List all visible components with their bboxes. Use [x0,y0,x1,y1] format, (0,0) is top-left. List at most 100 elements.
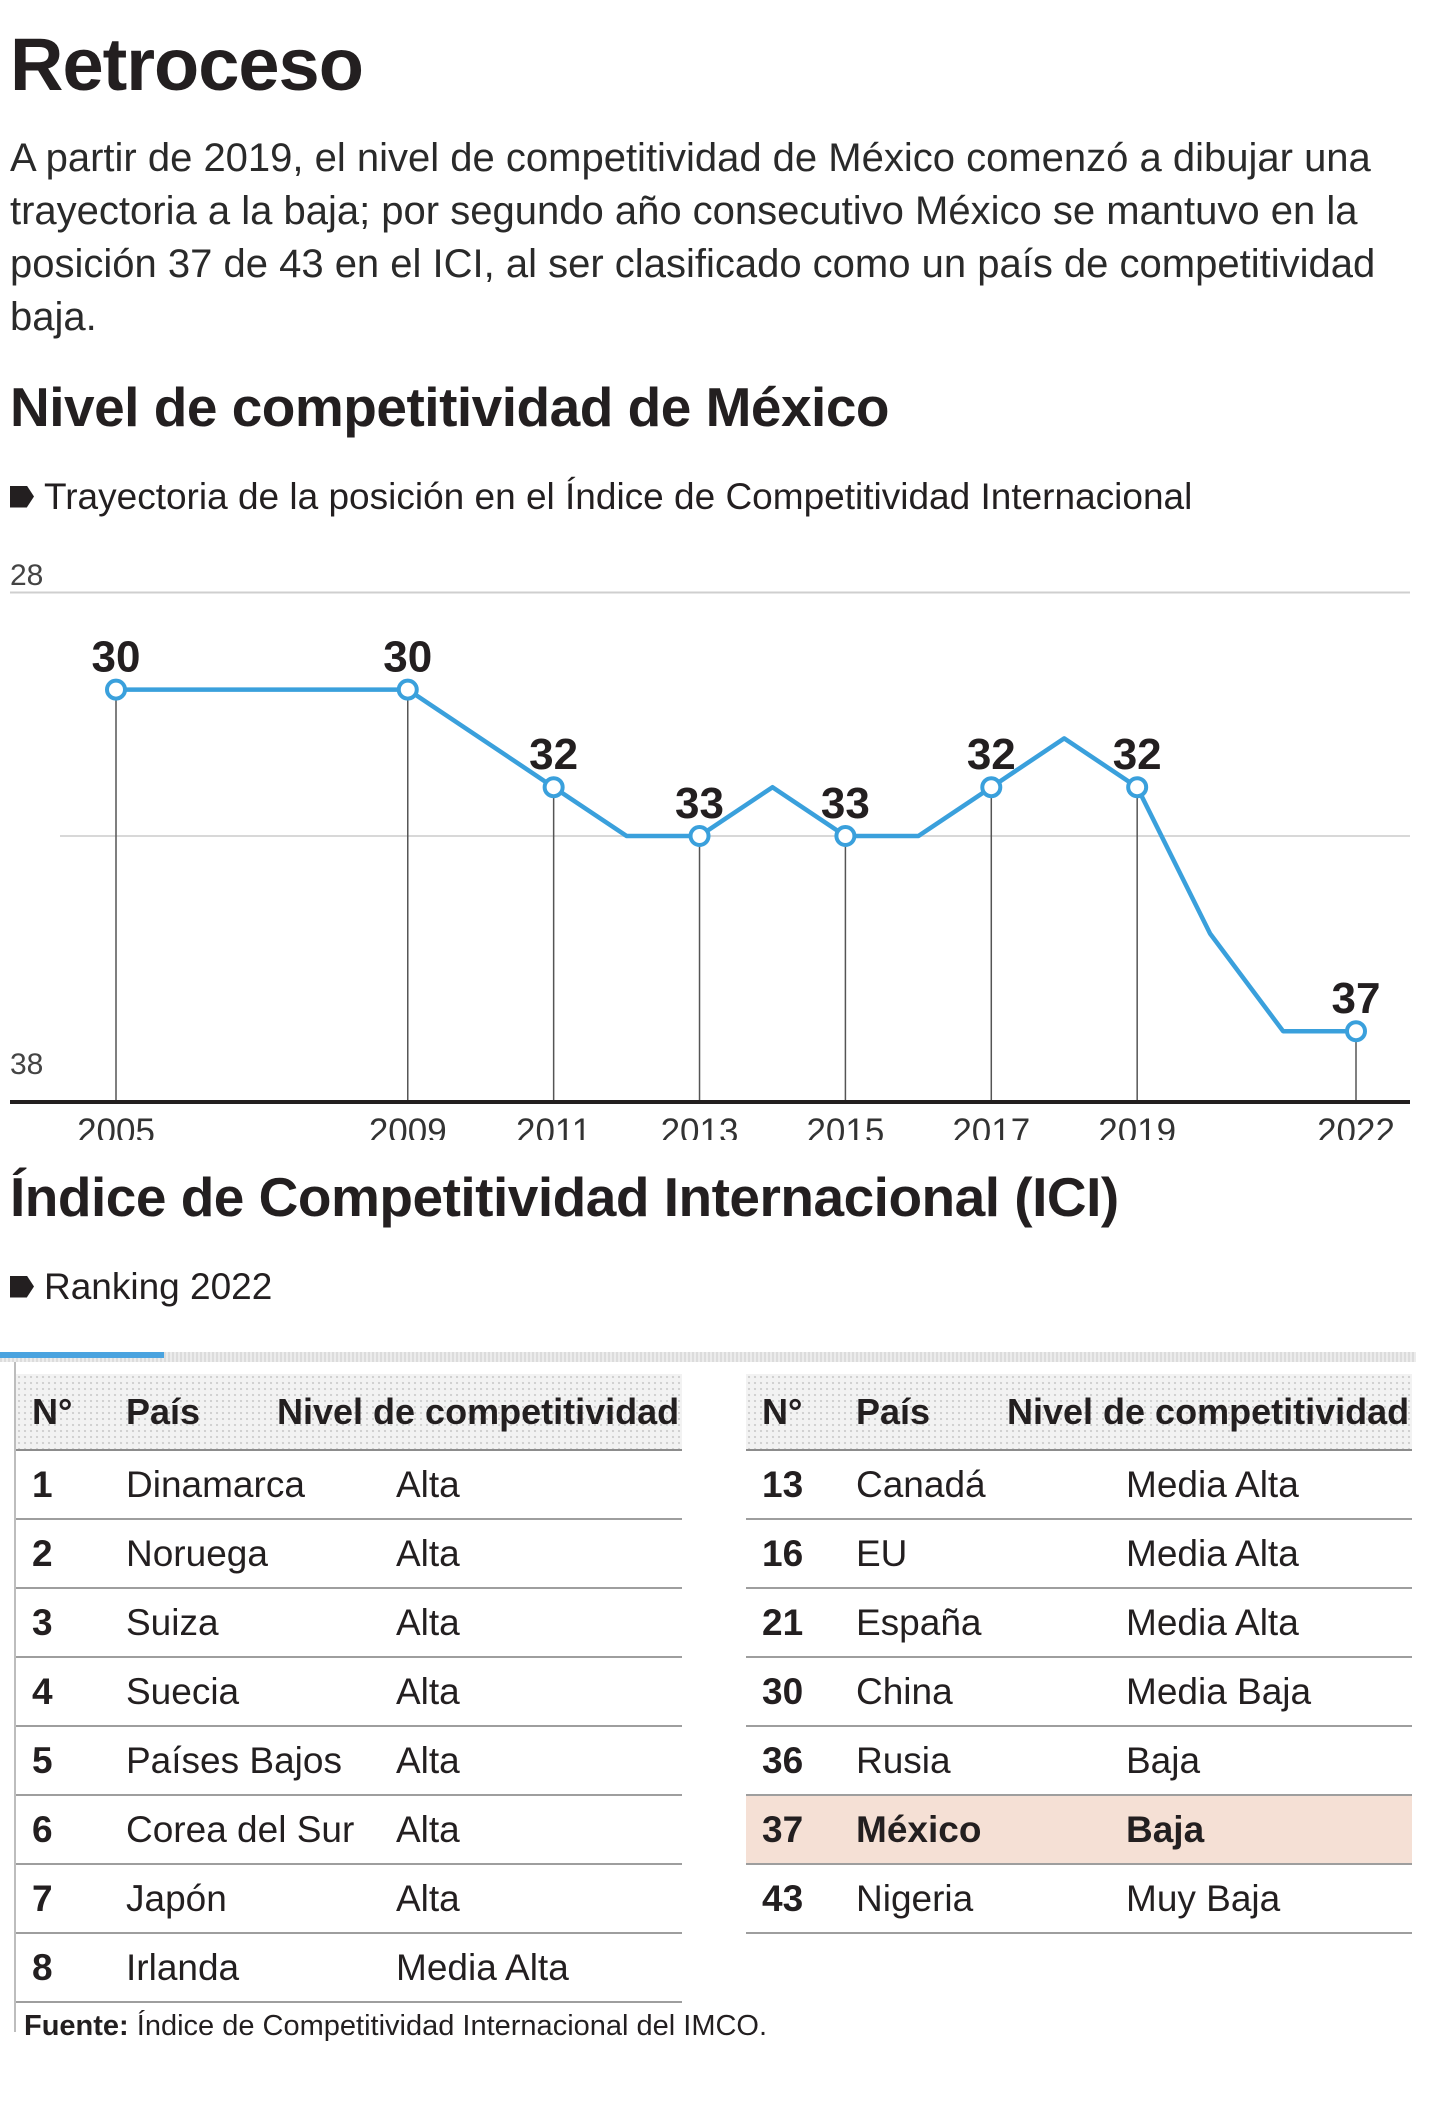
data-label: 32 [529,730,578,779]
table-row: 4 Suecia Alta [16,1658,682,1727]
table-row: 8 Irlanda Media Alta [16,1934,682,2003]
data-label: 33 [821,779,870,828]
table-row: 36 Rusia Baja [746,1727,1412,1796]
level-cell: Media Alta [1126,1601,1299,1643]
header-country: País [126,1390,201,1432]
data-label: 32 [967,730,1016,779]
table-row: 5 Países Bajos Alta [16,1727,682,1796]
country-cell: Corea del Sur [126,1808,355,1850]
header-rank: N° [32,1390,73,1432]
country-cell: Países Bajos [126,1739,342,1781]
country-cell: Japón [126,1877,227,1919]
level-cell: Alta [396,1808,460,1850]
country-cell: Canadá [856,1463,986,1505]
level-cell: Baja [1126,1808,1205,1850]
level-cell: Alta [396,1739,460,1781]
rank-cell: 8 [32,1946,53,1988]
level-cell: Alta [396,1670,460,1712]
country-cell: Suecia [126,1670,240,1712]
table-left-rule [14,1362,16,2032]
x-tick-label: 2011 [516,1112,591,1140]
level-cell: Media Alta [396,1946,569,1988]
rank-cell: 4 [32,1670,53,1712]
rank-cell: 30 [762,1670,804,1712]
table-row: 13 Canadá Media Alta [746,1451,1412,1520]
source-label: Fuente: [24,2010,129,2042]
ranking-table-left: N° País Nivel de competitividad 1 Dinamar… [16,1374,682,2003]
table-row: 43 Nigeria Muy Baja [746,1865,1412,1934]
table-row: 21 España Media Alta [746,1589,1412,1658]
data-point-marker [834,825,857,847]
table-subtitle: Ranking 2022 [10,1268,272,1305]
table-row: 1 Dinamarca Alta [16,1451,682,1520]
table-row: 6 Corea del Sur Alta [16,1796,682,1865]
rank-cell: 37 [762,1808,804,1850]
level-cell: Media Alta [1126,1532,1299,1574]
table-header: N° País Nivel de competitividad [16,1374,682,1451]
rank-cell: 16 [762,1532,804,1574]
rank-cell: 2 [32,1532,53,1574]
headline: Retroceso [10,23,364,106]
data-point-marker [1345,1020,1367,1043]
country-cell: Irlanda [126,1946,240,1988]
level-cell: Alta [396,1877,460,1919]
data-point-marker [688,825,711,847]
intro-paragraph: A partir de 2019, el nivel de competitiv… [10,136,1376,339]
country-cell: Noruega [126,1532,268,1574]
ranking-table-right: N° País Nivel de competitividad 13 Canadá… [746,1374,1412,1934]
chart-subtitle-text: Trayectoria de la posición en el Índice … [44,476,1193,517]
level-cell: Media Baja [1126,1670,1312,1712]
header-level: Nivel de competitividad [1007,1390,1410,1432]
x-tick-label: 2019 [1098,1112,1176,1140]
rank-cell: 7 [32,1877,53,1919]
x-tick-label: 2015 [806,1112,884,1140]
data-point-marker [105,678,127,701]
table-header: N° País Nivel de competitividad [746,1374,1412,1451]
table-row: 3 Suiza Alta [16,1589,682,1658]
x-tick-label: 2017 [952,1112,1030,1140]
rank-cell: 6 [32,1808,53,1850]
country-cell: EU [856,1532,908,1574]
table-row: 7 Japón Alta [16,1865,682,1934]
level-cell: Alta [396,1601,460,1643]
table-row: 2 Noruega Alta [16,1520,682,1589]
data-point-marker [1126,776,1149,799]
table-top-strip [0,1352,1416,1362]
country-cell: Nigeria [856,1877,974,1919]
data-point-marker [396,678,419,701]
country-cell: México [856,1808,982,1850]
country-cell: Suiza [126,1601,219,1643]
header-rank: N° [762,1390,803,1432]
x-tick-label: 2009 [369,1112,447,1140]
country-cell: España [856,1601,982,1643]
level-cell: Alta [396,1463,460,1505]
ranking-tables: N° País Nivel de competitividad 1 Dinamar… [0,1352,1420,2072]
table-rows: 13 Canadá Media Alta 16 EU Media Alta 21 España… [746,1451,1412,1934]
table-title: Índice de Competitividad Internacional (… [10,1166,1119,1228]
y-tick-label: 28 [10,559,43,592]
tag-marker-icon [10,1275,34,1298]
data-label: 37 [1332,974,1381,1023]
data-point-marker [542,776,565,799]
rank-cell: 21 [762,1601,804,1643]
source-text: Índice de Competitividad Internacional d… [128,2010,768,2042]
table-row: 16 EU Media Alta [746,1520,1412,1589]
level-cell: Baja [1126,1739,1201,1781]
country-cell: China [856,1670,953,1712]
series-line [116,687,1356,1034]
rank-cell: 3 [32,1601,53,1643]
source-note: Fuente: Índice de Competitividad Interna… [24,2012,767,2041]
country-cell: Dinamarca [126,1463,305,1505]
data-label: 32 [1113,730,1162,779]
rank-cell: 36 [762,1739,804,1781]
header-level: Nivel de competitividad [277,1390,680,1432]
header-country: País [856,1390,931,1432]
data-label: 30 [383,633,432,682]
table-row: 30 China Media Baja [746,1658,1412,1727]
country-cell: Rusia [856,1739,951,1781]
level-cell: Alta [396,1532,460,1574]
level-cell: Media Alta [1126,1463,1299,1505]
data-point-marker [980,776,1003,799]
data-label: 30 [92,633,141,682]
rank-cell: 13 [762,1463,804,1505]
